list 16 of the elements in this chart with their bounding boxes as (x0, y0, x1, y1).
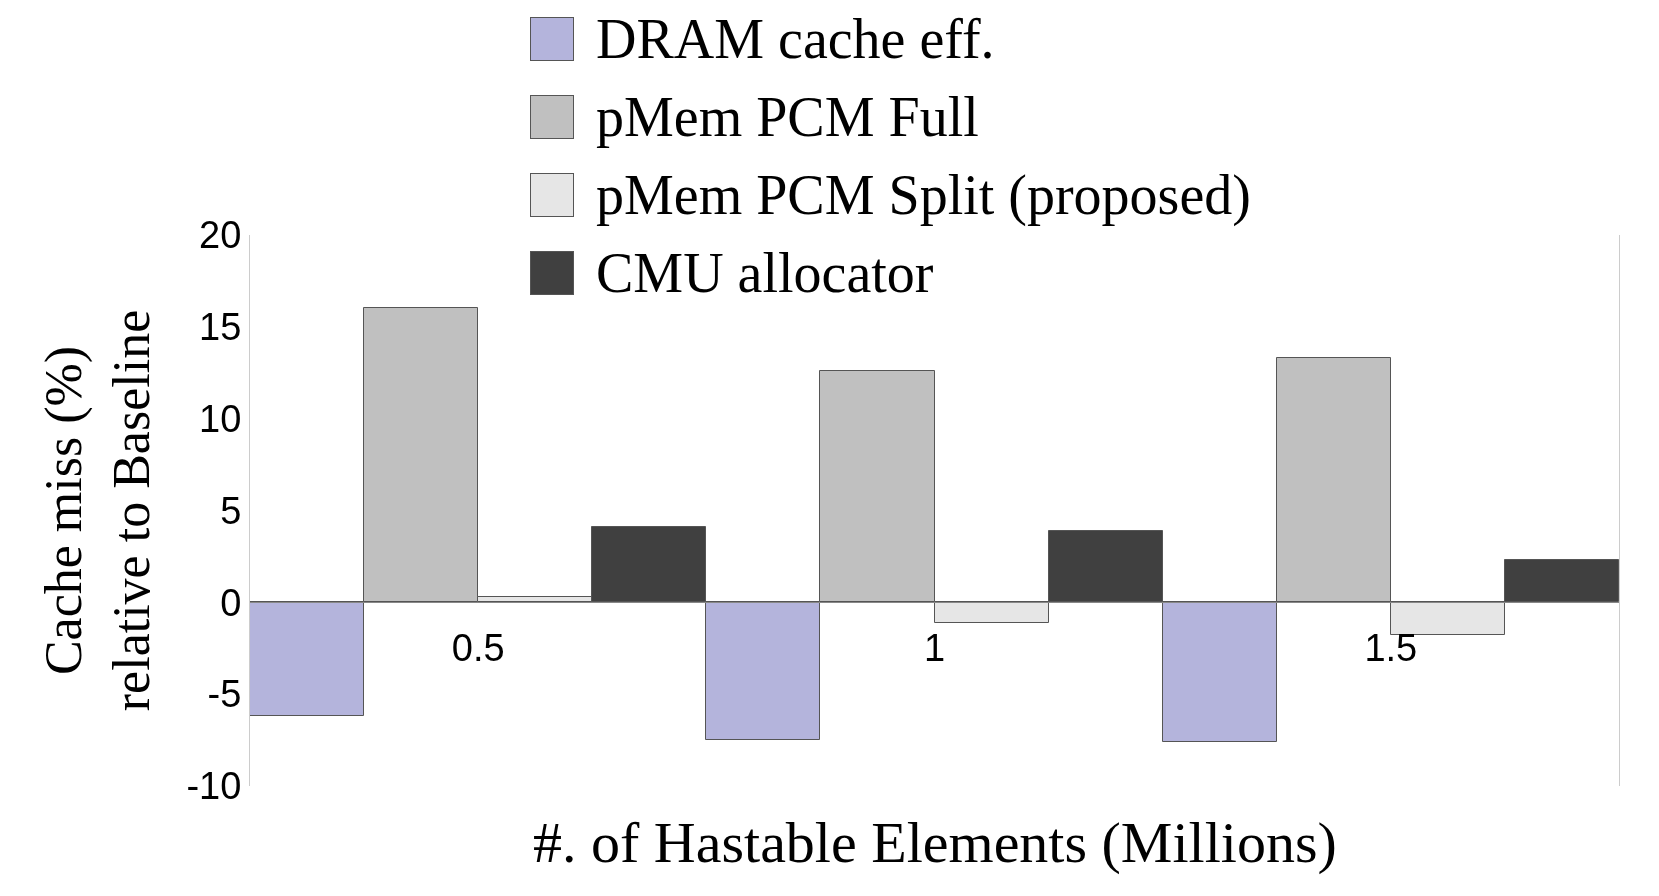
y-tick-label: -10 (186, 765, 242, 808)
x-tick-label: 1 (923, 626, 946, 669)
y-tick-label: 5 (220, 489, 242, 532)
legend-label: pMem PCM Split (proposed) (596, 163, 1251, 228)
y-tick-label: 20 (199, 214, 242, 257)
y-tick-label: 10 (199, 397, 242, 440)
x-axis-title: #. of Hastable Elements (Millions) (533, 810, 1337, 875)
y-axis-title: Cache miss (%) relative to Baseline (35, 309, 160, 712)
x-tick-label: 1.5 (1364, 626, 1418, 669)
y-tick-label: 0 (220, 581, 242, 624)
y-tick-label: -5 (207, 673, 242, 716)
legend-label: pMem PCM Full (596, 85, 979, 150)
x-tick-label: 0.5 (451, 626, 505, 669)
legend-label: DRAM cache eff. (596, 7, 995, 72)
y-tick-label: 15 (199, 306, 242, 349)
legend-label: CMU allocator (596, 241, 934, 306)
